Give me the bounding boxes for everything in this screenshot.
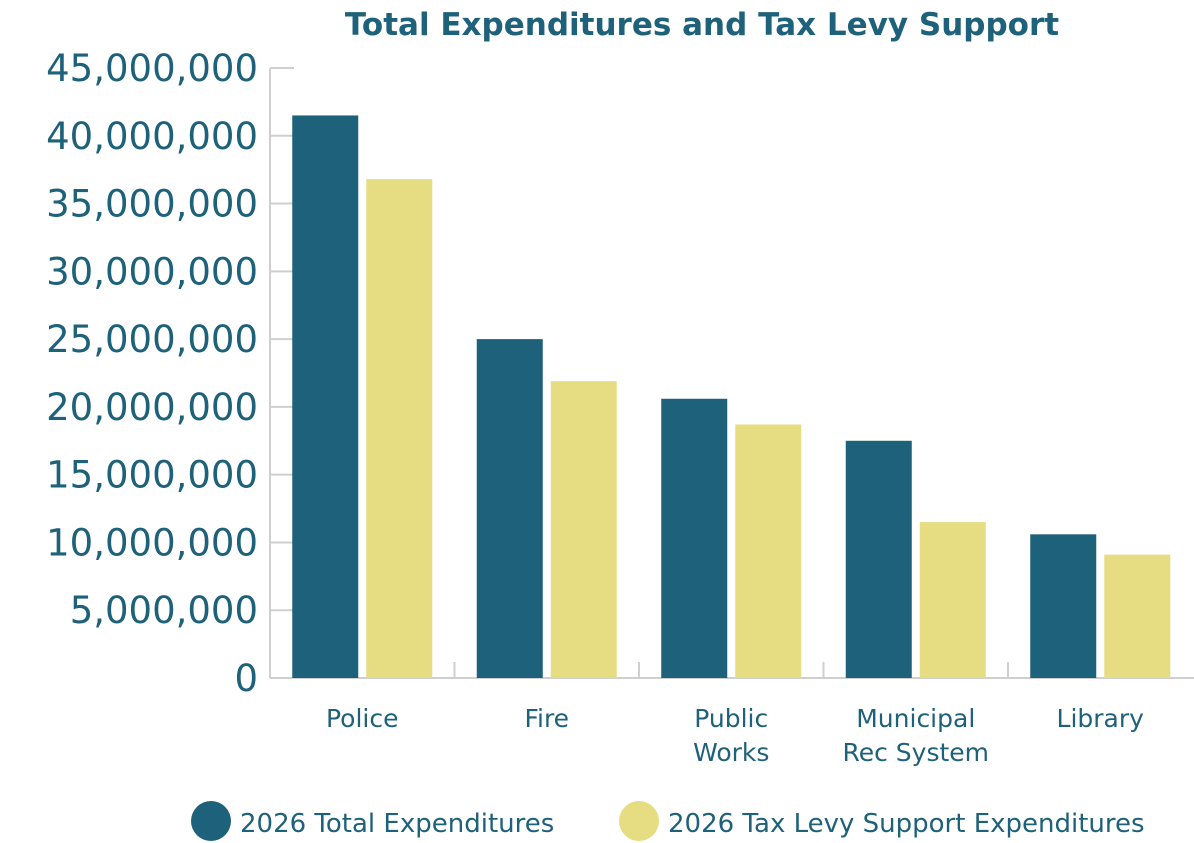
bar-total-2	[661, 398, 728, 678]
y-tick-label: 15,000,000	[46, 454, 258, 497]
bar-tax-levy-3	[919, 522, 986, 678]
x-tick-label-line: Public	[694, 704, 768, 733]
legend-label: 2026 Total Expenditures	[240, 809, 554, 839]
bars-group	[292, 115, 1171, 678]
legend: 2026 Total Expenditures 2026 Tax Levy Sup…	[191, 801, 1145, 841]
x-tick-label: Fire	[524, 704, 569, 733]
legend-swatch	[619, 801, 659, 841]
bar-tax-levy-4	[1104, 554, 1171, 678]
x-tick-label-line: Rec System	[842, 738, 989, 767]
x-tick-label: Library	[1057, 704, 1145, 733]
x-tick-label: Police	[326, 704, 399, 733]
x-tick-label-line: Municipal	[856, 704, 975, 733]
y-tick-label: 35,000,000	[46, 183, 258, 226]
x-tick-label-line: Library	[1057, 704, 1145, 733]
y-tick-label: 0	[234, 657, 258, 700]
bar-total-0	[292, 115, 359, 678]
bar-tax-levy-0	[366, 179, 433, 678]
x-tick-label: Public Works	[693, 704, 769, 767]
bar-tax-levy-2	[735, 424, 802, 678]
bar-total-3	[845, 440, 912, 678]
y-tick-label: 5,000,000	[70, 589, 258, 632]
y-tick-label: 30,000,000	[46, 250, 258, 293]
x-tick-label-line: Police	[326, 704, 399, 733]
y-tick-label: 25,000,000	[46, 318, 258, 361]
x-tick-labels: Police Fire Public Works Municipal Rec System…	[326, 704, 1144, 767]
x-tick-label-line: Fire	[524, 704, 569, 733]
chart-title: Total Expenditures and Tax Levy Support	[345, 7, 1059, 43]
bar-total-1	[476, 339, 543, 678]
y-tick-label: 10,000,000	[46, 521, 258, 564]
legend-label: 2026 Tax Levy Support Expenditures	[668, 809, 1145, 839]
bar-tax-levy-1	[550, 381, 617, 678]
legend-swatch	[191, 801, 231, 841]
y-tick-label: 40,000,000	[46, 115, 258, 158]
y-tick-label: 20,000,000	[46, 386, 258, 429]
x-tick-label: Municipal Rec System	[842, 704, 989, 767]
y-axis: 0 5,000,000 10,000,000 15,000,000 20,000,000…	[46, 47, 294, 700]
y-tick-label: 45,000,000	[46, 47, 258, 90]
bar-total-4	[1030, 534, 1097, 678]
x-tick-label-line: Works	[693, 738, 769, 767]
